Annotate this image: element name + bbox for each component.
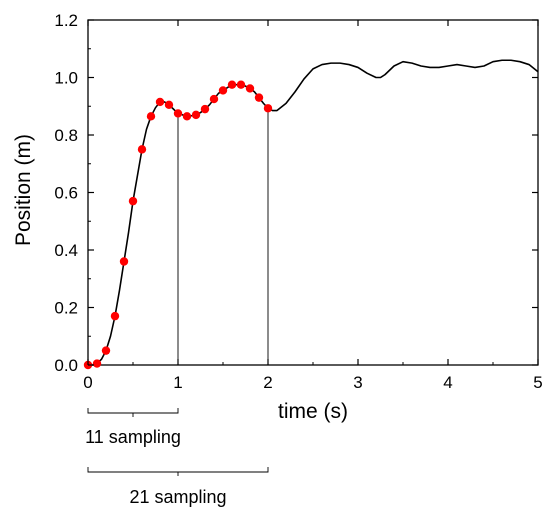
x-tick-label: 3 (353, 373, 362, 392)
sampling-bracket (87, 467, 269, 476)
sampling-annotations: 11 sampling 21 sampling (85, 408, 269, 507)
sample-point (92, 359, 102, 368)
sample-point (227, 80, 237, 89)
sample-point (182, 112, 192, 121)
sample-point (209, 94, 219, 104)
y-tick-label: 0.0 (54, 356, 78, 375)
sample-point (155, 97, 165, 107)
y-tick-label: 0.8 (54, 126, 78, 145)
sample-point (146, 112, 156, 121)
sample-point (173, 109, 183, 118)
sampling-label: 11 sampling (85, 427, 181, 447)
sample-points (83, 80, 273, 370)
sample-point (254, 93, 264, 102)
y-tick-label: 0.6 (54, 184, 78, 203)
y-tick-label: 1.0 (54, 69, 78, 88)
sampling-bracket (87, 408, 179, 417)
sample-point (164, 100, 174, 110)
ticks: 0 1 2 3 4 5 0.0 0.2 0.4 0.6 0.8 1.0 1.2 (54, 11, 542, 392)
sample-point (263, 104, 273, 113)
axes (87, 19, 539, 366)
sample-point (218, 86, 228, 95)
x-tick-label: 2 (263, 373, 272, 392)
sample-point (245, 84, 255, 93)
sample-point (191, 110, 201, 120)
sample-point (101, 346, 111, 355)
sample-point (110, 311, 120, 321)
x-tick-label: 1 (173, 373, 182, 392)
reference-lines (177, 112, 269, 365)
y-axis-title: Position (m) (12, 134, 35, 246)
sample-point (236, 80, 246, 89)
x-tick-label: 5 (533, 373, 542, 392)
sample-point (119, 257, 129, 266)
y-tick-label: 0.2 (54, 299, 78, 318)
curve-layer (88, 59, 539, 366)
x-tick-label: 4 (443, 373, 452, 392)
sample-point (128, 196, 138, 206)
sampling-label: 21 sampling (129, 487, 226, 507)
y-tick-label: 0.4 (54, 241, 78, 260)
sample-point (137, 145, 147, 154)
sample-point (200, 104, 210, 114)
position-curve (88, 59, 539, 366)
y-tick-label: 1.2 (54, 11, 78, 30)
x-axis-title: time (s) (278, 400, 348, 423)
x-tick-label: 0 (83, 373, 92, 392)
plot-frame (87, 19, 539, 366)
